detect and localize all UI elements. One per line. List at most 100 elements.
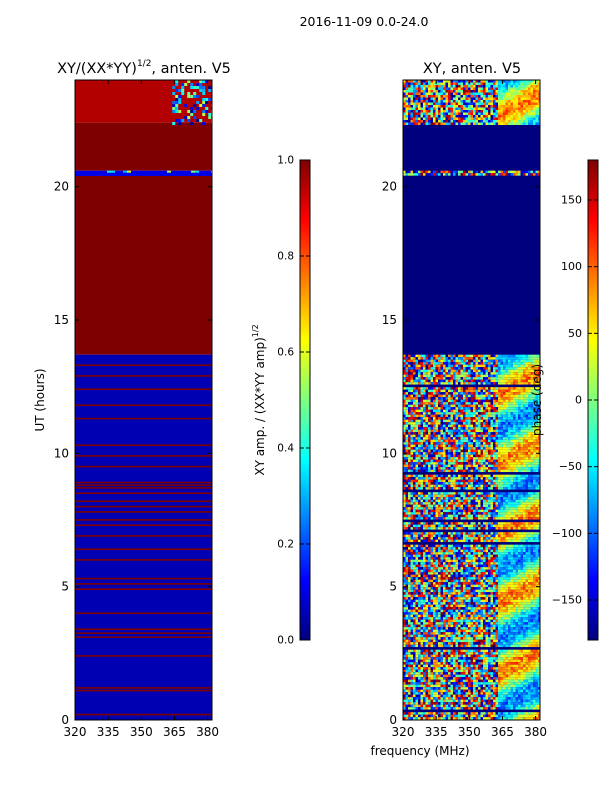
right-heatmap-cell (488, 502, 491, 505)
right-heatmap-cell (458, 377, 461, 380)
right-heatmap-cell (443, 397, 446, 400)
right-heatmap-cell (455, 474, 458, 478)
right-heatmap-cell (523, 115, 526, 118)
right-heatmap-cell (490, 449, 493, 453)
right-heatmap-cell (535, 484, 538, 488)
right-heatmap-cell (455, 434, 458, 438)
right-heatmap-cell (413, 499, 416, 503)
right-heatmap-cell (528, 459, 531, 463)
right-heatmap-cell (443, 442, 446, 445)
right-heatmap-cell (418, 434, 421, 438)
right-heatmap-cell (450, 467, 453, 470)
right-heatmap-cell (475, 392, 478, 395)
right-heatmap-cell (538, 462, 540, 465)
right-heatmap-cell (528, 507, 531, 510)
right-heatmap-cell (508, 85, 511, 88)
right-heatmap-cell (470, 447, 473, 450)
right-heatmap-cell (423, 399, 426, 403)
right-heatmap-cell (488, 117, 491, 120)
right-heatmap-cell (408, 469, 411, 473)
right-heatmap-cell (533, 374, 536, 378)
right-heatmap-cell (510, 102, 513, 105)
figure-suptitle: 2016-11-09 0.0-24.0 (300, 14, 429, 29)
right-heatmap-cell (525, 459, 528, 463)
right-heatmap-cell (405, 459, 408, 463)
right-heatmap-cell (528, 527, 531, 530)
right-heatmap-cell (495, 414, 498, 418)
right-heatmap-cell (465, 402, 468, 405)
right-heatmap-cell (505, 372, 508, 375)
right-heatmap-cell (460, 489, 463, 493)
right-heatmap-cell (430, 489, 433, 493)
right-heatmap-cell (500, 367, 503, 370)
right-heatmap-cell (445, 522, 448, 525)
right-heatmap-cell (538, 454, 540, 458)
right-heatmap-cell (483, 464, 486, 468)
right-heatmap-cell (500, 359, 503, 363)
right-heatmap-cell (418, 447, 421, 450)
left-heatmap-bright-row (75, 455, 212, 457)
right-heatmap-cell (415, 364, 418, 368)
right-heatmap-cell (425, 367, 428, 370)
right-heatmap-cell (520, 462, 523, 465)
right-heatmap-cell (475, 444, 478, 448)
right-heatmap-cell (428, 459, 431, 463)
right-heatmap-cell (445, 407, 448, 410)
right-heatmap-cell (470, 357, 473, 360)
right-heatmap-cell (485, 120, 488, 123)
right-heatmap-cell (430, 359, 433, 363)
right-heatmap-cell (493, 357, 496, 360)
right-heatmap-cell (415, 452, 418, 455)
right-heatmap-cell (510, 407, 513, 410)
right-heatmap-cell (465, 512, 468, 515)
left-heatmap-speckle (196, 107, 200, 110)
right-heatmap-cell (485, 122, 488, 125)
right-heatmap-cell (510, 97, 513, 100)
right-heatmap-cell (458, 382, 461, 385)
right-heatmap-cell (448, 449, 451, 453)
right-heatmap-cell (498, 362, 501, 365)
right-heatmap-cell (468, 357, 471, 360)
right-heatmap-cell (405, 484, 408, 488)
right-heatmap-cell (453, 459, 456, 463)
left-heatmap-speckle (190, 95, 194, 98)
right-heatmap-cell (505, 362, 508, 365)
right-heatmap-cell (523, 377, 526, 380)
right-heatmap-cell (515, 524, 518, 528)
right-heatmap-cell (410, 469, 413, 473)
right-heatmap-cell (468, 517, 471, 520)
right-heatmap-cell (518, 389, 521, 393)
right-heatmap-cell (470, 527, 473, 530)
right-heatmap-cell (425, 102, 428, 105)
right-heatmap-cell (405, 464, 408, 468)
right-heatmap-cell (475, 357, 478, 360)
right-heatmap-cell (475, 110, 478, 113)
right-heatmap-cell (528, 399, 531, 403)
right-heatmap-cell (520, 412, 523, 415)
right-heatmap-cell (530, 469, 533, 473)
right-heatmap-cell (490, 92, 493, 95)
right-heatmap-cell (513, 117, 516, 120)
right-heatmap-cell (435, 427, 438, 430)
right-heatmap-cell (508, 434, 511, 438)
right-heatmap-cell (450, 419, 453, 423)
right-heatmap-cell (485, 105, 488, 108)
right-heatmap-cell (525, 467, 528, 470)
right-heatmap-cell (478, 517, 481, 520)
right-heatmap-cell (460, 479, 463, 483)
right-heatmap-cell (433, 377, 436, 380)
right-heatmap-cell (420, 117, 423, 120)
right-heatmap-cell (460, 477, 463, 480)
right-heatmap-cell (488, 412, 491, 415)
right-heatmap-cell (460, 379, 463, 383)
right-heatmap-cell (458, 479, 461, 483)
right-heatmap-cell (420, 120, 423, 123)
right-heatmap-cell (460, 424, 463, 428)
right-heatmap-cell (468, 105, 471, 108)
right-heatmap-cell (455, 354, 458, 358)
right-heatmap-cell (520, 477, 523, 480)
right-heatmap-cell (498, 452, 501, 455)
right-heatmap-cell (440, 499, 443, 503)
right-heatmap-cell (443, 474, 446, 478)
right-heatmap-cell (408, 459, 411, 463)
